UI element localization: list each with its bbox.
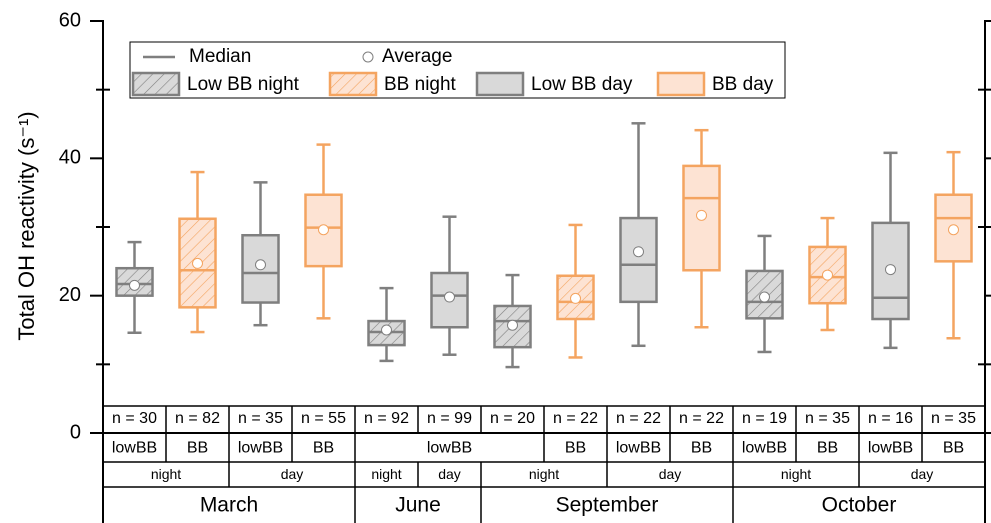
mean (948, 224, 959, 236)
n-label: n = 55 (301, 410, 346, 427)
mean (696, 209, 707, 221)
n-label: n = 16 (868, 410, 913, 427)
time-label: night (151, 466, 181, 482)
legend-label: BB night (384, 74, 457, 95)
n-label: n = 19 (742, 410, 787, 427)
legend: Median Average Low BB night BB night Low BB … (129, 41, 786, 99)
n-label: n = 35 (805, 410, 850, 427)
mean (507, 319, 518, 331)
type-label: BB (943, 440, 964, 457)
mean (759, 291, 770, 303)
mean (255, 259, 266, 271)
type-label: lowBB (868, 440, 913, 457)
month-label: June (395, 494, 441, 517)
time-label: day (438, 466, 461, 482)
mean (444, 291, 455, 303)
y-tick-label: 20 (59, 284, 81, 306)
n-label: n = 92 (364, 410, 409, 427)
y-axis-label: Total OH reactivity (s⁻¹) (14, 111, 39, 340)
y-tick-label: 0 (70, 421, 81, 443)
time-label: day (659, 466, 682, 482)
mean (192, 257, 203, 269)
month-label: March (200, 494, 258, 517)
legend-label: Median (189, 46, 251, 67)
n-label: n = 22 (616, 410, 661, 427)
time-label: night (781, 466, 811, 482)
legend-label: Low BB day (531, 74, 633, 95)
mean (381, 324, 392, 336)
type-label: lowBB (427, 440, 472, 457)
mean (633, 246, 644, 258)
n-label: n = 35 (238, 410, 283, 427)
type-label: BB (313, 440, 334, 457)
type-label: BB (817, 440, 838, 457)
type-label: lowBB (616, 440, 661, 457)
legend-label: Low BB night (187, 74, 300, 95)
legend-label: Average (382, 46, 452, 67)
n-label: n = 35 (931, 410, 976, 427)
type-label: lowBB (112, 440, 157, 457)
box (682, 164, 721, 272)
mean (129, 279, 140, 291)
type-label: BB (565, 440, 586, 457)
type-label: lowBB (238, 440, 283, 457)
n-label: n = 82 (175, 410, 220, 427)
type-label: BB (691, 440, 712, 457)
legend-swatch (131, 71, 181, 97)
mean (885, 264, 896, 276)
month-label: October (822, 494, 897, 517)
n-label: n = 22 (679, 410, 724, 427)
legend-swatch (475, 71, 525, 97)
mean (318, 224, 329, 236)
n-label: n = 30 (112, 410, 157, 427)
time-label: night (529, 466, 559, 482)
n-label: n = 20 (490, 410, 535, 427)
box (619, 216, 658, 304)
legend-label: BB day (712, 74, 774, 95)
time-label: night (371, 466, 401, 482)
y-tick-label: 60 (59, 9, 81, 31)
box (556, 274, 595, 321)
legend-swatch (656, 71, 706, 97)
month-label: September (556, 494, 659, 517)
legend-swatch (328, 71, 378, 97)
time-label: day (281, 466, 304, 482)
legend-mean-swatch (362, 51, 374, 63)
n-label: n = 99 (427, 410, 472, 427)
type-label: lowBB (742, 440, 787, 457)
n-label: n = 22 (553, 410, 598, 427)
type-label: BB (187, 440, 208, 457)
y-tick-label: 40 (59, 147, 81, 169)
time-label: day (911, 466, 934, 482)
mean (570, 292, 581, 304)
mean (822, 269, 833, 281)
